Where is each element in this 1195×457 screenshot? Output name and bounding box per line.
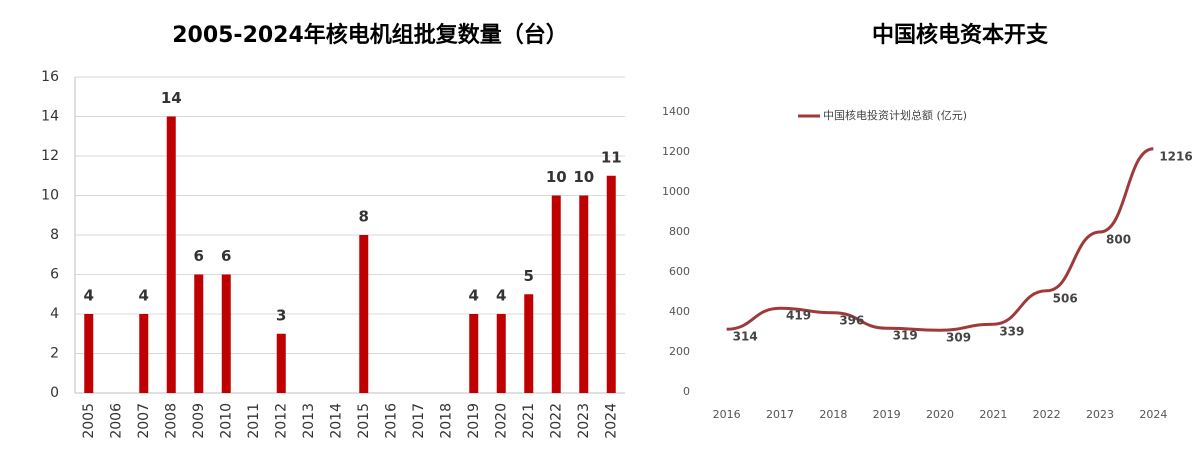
bar <box>166 116 176 393</box>
x-tick-label: 2005 <box>81 403 97 439</box>
x-tick-label: 2006 <box>108 403 124 439</box>
x-tick-label: 2015 <box>356 403 372 439</box>
x-tick-label: 2017 <box>411 403 427 439</box>
y-tick-label: 800 <box>669 225 690 238</box>
x-tick-label: 2010 <box>218 403 234 439</box>
legend-label: 中国核电投资计划总额 (亿元) <box>823 108 967 122</box>
x-tick-label: 2009 <box>191 403 207 439</box>
bar <box>359 235 369 393</box>
y-tick-label: 6 <box>50 267 59 283</box>
value-label: 419 <box>786 309 811 323</box>
y-tick-label: 600 <box>669 265 690 278</box>
bar <box>496 314 506 393</box>
value-label: 506 <box>1053 291 1078 305</box>
x-tick-label: 2024 <box>603 403 619 439</box>
y-tick-label: 12 <box>41 148 59 164</box>
value-label: 4 <box>84 287 94 305</box>
y-tick-label: 2 <box>50 346 59 362</box>
x-tick-label: 2008 <box>163 403 179 439</box>
value-label: 800 <box>1106 233 1131 247</box>
value-label: 6 <box>221 247 231 265</box>
value-label: 4 <box>496 287 506 305</box>
line <box>726 147 1154 332</box>
value-label: 10 <box>546 168 567 186</box>
x-tick-label: 2013 <box>301 403 317 439</box>
y-tick-label: 14 <box>41 109 59 125</box>
value-label: 1216 <box>1159 149 1192 163</box>
value-label: 14 <box>161 89 182 107</box>
x-tick-label: 2019 <box>466 403 482 439</box>
y-tick-label: 0 <box>683 385 690 398</box>
value-label: 319 <box>893 329 918 343</box>
y-tick-label: 4 <box>50 306 59 322</box>
y-tick-label: 10 <box>41 188 59 204</box>
x-tick-label: 2023 <box>576 403 592 439</box>
bar <box>276 333 286 393</box>
bar <box>469 314 479 393</box>
bar <box>524 294 534 393</box>
bar <box>194 274 204 393</box>
x-tick-label: 2022 <box>548 403 564 439</box>
x-tick-label: 2011 <box>246 403 262 439</box>
bar <box>551 195 561 393</box>
x-tick-label: 2024 <box>1139 408 1167 421</box>
y-tick-label: 200 <box>669 345 690 358</box>
x-tick-label: 2020 <box>493 403 509 439</box>
value-label: 309 <box>946 331 971 345</box>
y-tick-label: 1000 <box>662 185 690 198</box>
x-tick-label: 2022 <box>1033 408 1061 421</box>
x-tick-label: 2007 <box>136 403 152 439</box>
x-tick-label: 2016 <box>713 408 741 421</box>
value-label: 4 <box>469 287 479 305</box>
y-tick-label: 16 <box>41 69 59 85</box>
x-tick-label: 2020 <box>926 408 954 421</box>
y-tick-label: 1400 <box>662 105 690 118</box>
value-label: 6 <box>194 247 204 265</box>
x-tick-label: 2018 <box>819 408 847 421</box>
value-label: 5 <box>524 267 534 285</box>
y-tick-label: 400 <box>669 305 690 318</box>
x-tick-label: 2016 <box>383 403 399 439</box>
x-tick-label: 2019 <box>873 408 901 421</box>
value-label: 339 <box>999 325 1024 339</box>
x-tick-label: 2018 <box>438 403 454 439</box>
x-tick-label: 2023 <box>1086 408 1114 421</box>
value-label: 396 <box>839 313 864 327</box>
bar <box>139 314 149 393</box>
bar <box>606 175 616 393</box>
chart-title: 中国核电资本开支 <box>872 22 1049 48</box>
x-tick-label: 2017 <box>766 408 794 421</box>
chart-title: 2005-2024年核电机组批复数量（台） <box>172 22 568 48</box>
bar <box>579 195 589 393</box>
x-tick-label: 2014 <box>328 403 344 439</box>
x-tick-label: 2012 <box>273 403 289 439</box>
value-label: 3 <box>276 306 286 324</box>
x-tick-label: 2021 <box>979 408 1007 421</box>
y-tick-label: 1200 <box>662 145 690 158</box>
value-label: 8 <box>359 208 369 226</box>
bar <box>221 274 231 393</box>
value-label: 314 <box>733 330 758 344</box>
value-label: 10 <box>573 168 594 186</box>
y-tick-label: 0 <box>50 385 59 401</box>
value-label: 11 <box>601 148 622 166</box>
y-tick-label: 8 <box>50 227 59 243</box>
value-label: 4 <box>139 287 149 305</box>
x-tick-label: 2021 <box>521 403 537 439</box>
bar <box>84 314 94 393</box>
